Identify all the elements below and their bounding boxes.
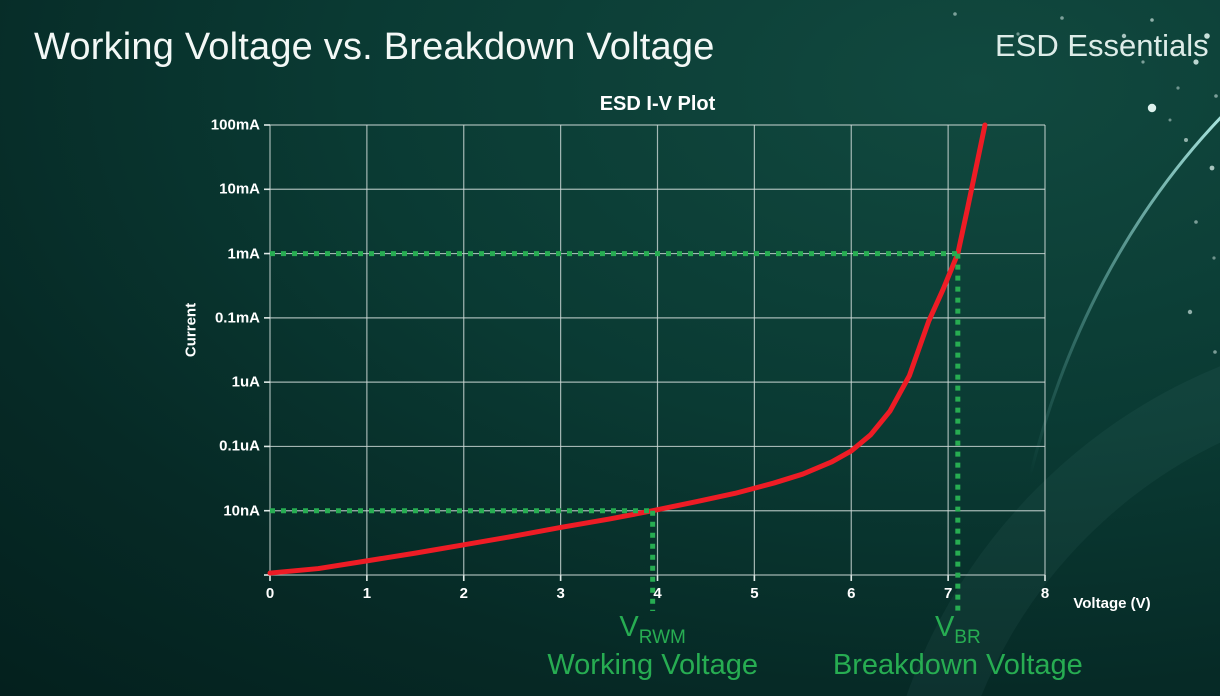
page-title: Working Voltage vs. Breakdown Voltage [34,26,715,68]
vbr-label: Breakdown Voltage [832,648,1083,681]
y-axis-label: Current [182,302,200,358]
vrwm-symbol-letter: V [619,611,639,643]
y-tick-label: 1mA [227,245,260,263]
x-axis-label: Voltage (V) [1073,595,1151,612]
chart-title: ESD I-V Plot [599,93,716,115]
x-tick-label: 7 [943,585,953,602]
vbr-symbol-letter: V [934,611,955,643]
x-tick-label: 4 [653,585,662,602]
iv-curve [267,122,988,576]
x-tick-label: 1 [362,585,372,602]
y-tick-label: 1uA [231,373,260,391]
vbr-annotation: VBR Breakdown Voltage [833,611,1083,682]
y-tick-label: 0.1uA [219,437,260,455]
x-tick-label: 6 [847,585,856,602]
vrwm-symbol: VRWM [547,611,758,649]
x-tick-label: 0 [265,585,275,602]
y-tick-label: 10nA [223,502,260,520]
vbr-subscript: BR [954,626,981,648]
x-tick-label: 8 [1040,585,1050,602]
vbr-symbol: VBR [833,611,1083,649]
y-tick-label: 100mA [210,116,260,134]
vrwm-label: Working Voltage [547,648,758,681]
brand-text: ESD Essentials [995,28,1209,63]
y-tick-label: 10mA [219,180,260,198]
vrwm-annotation: VRWM Working Voltage [547,611,758,682]
light-swoosh [1028,116,1220,477]
y-tick-label: 0.1mA [214,309,260,327]
x-tick-label: 5 [750,585,759,602]
x-tick-label: 2 [459,585,468,602]
x-tick-label: 3 [556,585,565,602]
vrwm-subscript: RWM [638,626,686,648]
